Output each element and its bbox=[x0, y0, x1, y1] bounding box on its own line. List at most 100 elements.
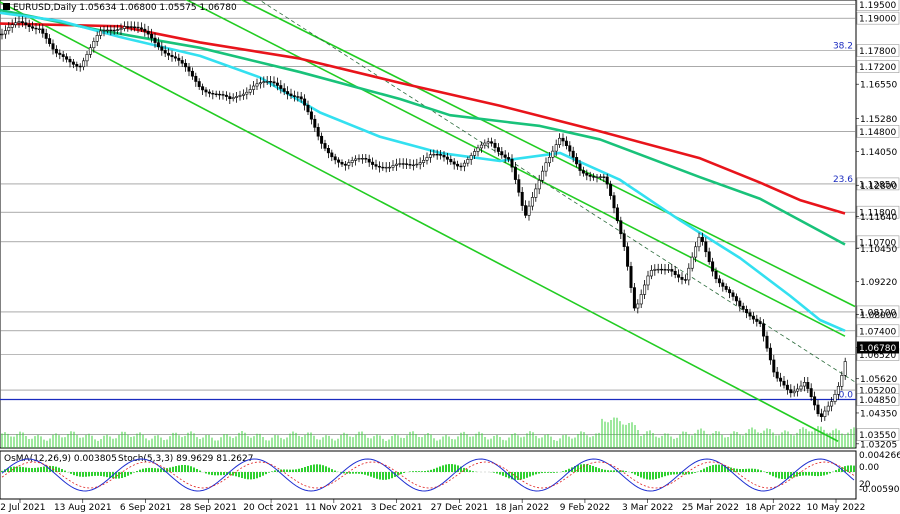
candle-body bbox=[265, 81, 269, 83]
candle-body bbox=[575, 157, 579, 165]
osma-bar bbox=[373, 472, 375, 478]
level-label-4: 1.14800 bbox=[859, 128, 896, 138]
osma-bar bbox=[127, 472, 129, 476]
osma-bar bbox=[610, 470, 612, 472]
osma-bar bbox=[334, 470, 336, 472]
osma-bar bbox=[445, 464, 447, 472]
level-box-8 bbox=[856, 305, 900, 319]
y-tick-label-10: 1.04350 bbox=[860, 409, 897, 419]
osma-bar bbox=[325, 466, 327, 472]
level-box-13 bbox=[856, 428, 900, 441]
candle-body bbox=[44, 33, 48, 39]
osma-bar bbox=[715, 464, 717, 472]
osma-bar bbox=[694, 472, 696, 473]
osma-bar bbox=[544, 472, 546, 473]
osma-bar bbox=[622, 470, 624, 472]
candle-body bbox=[789, 389, 793, 394]
osma-bar bbox=[592, 465, 594, 472]
candle-body bbox=[245, 91, 249, 95]
candle-body bbox=[680, 277, 684, 280]
osma-bar bbox=[685, 472, 687, 475]
candle-body bbox=[700, 236, 704, 242]
candle-body bbox=[459, 165, 463, 168]
osma-bar bbox=[502, 472, 504, 476]
osma-bar bbox=[556, 472, 558, 473]
osma-bar bbox=[244, 472, 246, 479]
candle-body bbox=[37, 28, 41, 31]
candle-body bbox=[367, 158, 371, 163]
candle-body bbox=[24, 22, 28, 26]
osma-bar bbox=[745, 468, 747, 472]
osma-bar bbox=[181, 464, 183, 472]
osma-bar bbox=[781, 472, 783, 479]
fib-label-1: 23.6 bbox=[833, 175, 853, 185]
x-tick-label-8: 18 Jan 2022 bbox=[495, 503, 549, 513]
candle-body bbox=[146, 31, 150, 35]
x-tick-label-5: 11 Nov 2021 bbox=[305, 503, 363, 513]
candle-body bbox=[320, 135, 324, 144]
candle-body bbox=[432, 153, 436, 156]
osma-bar bbox=[304, 467, 306, 472]
osma-bar bbox=[16, 466, 18, 472]
candle-body bbox=[537, 179, 541, 190]
candle-body bbox=[27, 24, 31, 27]
candle-body bbox=[133, 26, 137, 28]
osma-bar bbox=[751, 468, 753, 472]
osma-bar bbox=[61, 469, 63, 472]
osma-bar bbox=[835, 470, 837, 472]
candle-body bbox=[615, 207, 619, 222]
candle-body bbox=[272, 81, 276, 84]
candle-body bbox=[337, 159, 341, 163]
osma-bar bbox=[121, 472, 123, 479]
osma-bar bbox=[769, 472, 771, 475]
osma-bar bbox=[88, 472, 90, 477]
osma-bar bbox=[313, 464, 315, 472]
candle-body bbox=[343, 163, 347, 166]
osma-bar bbox=[742, 469, 744, 472]
osma-bar bbox=[289, 469, 291, 472]
osma-bar bbox=[94, 472, 96, 476]
candle-body bbox=[405, 163, 409, 165]
candle-body bbox=[408, 164, 412, 166]
candle-body bbox=[612, 195, 616, 209]
candle-body bbox=[88, 47, 92, 55]
candle-body bbox=[439, 154, 443, 156]
candle-body bbox=[391, 165, 395, 168]
osma-bar bbox=[604, 469, 606, 472]
osma-bar bbox=[412, 471, 414, 472]
candle-body bbox=[469, 155, 473, 160]
osma-bar bbox=[688, 472, 690, 475]
level-box-9 bbox=[856, 324, 900, 338]
candle-body bbox=[105, 29, 109, 32]
osma-bar bbox=[1, 470, 3, 472]
osma-bar bbox=[178, 465, 180, 472]
osma-bar bbox=[256, 472, 258, 479]
osma-bar bbox=[370, 472, 372, 477]
x-tick-label-9: 9 Feb 2022 bbox=[560, 503, 610, 513]
osma-bar bbox=[187, 465, 189, 472]
candle-body bbox=[252, 85, 256, 90]
candle-body bbox=[122, 26, 126, 29]
candle-body bbox=[653, 269, 657, 271]
osma-bar bbox=[709, 465, 711, 472]
osma-label: OsMA(12,26,9) 0.003805 bbox=[4, 454, 117, 464]
candle-body bbox=[306, 104, 310, 113]
y-tick-label-6: 1.09220 bbox=[860, 278, 897, 288]
osma-bar bbox=[613, 470, 615, 472]
osma-bar bbox=[640, 472, 642, 478]
candle-body bbox=[0, 33, 4, 36]
osma-bar bbox=[115, 472, 117, 479]
y-tick-label-3: 1.12800 bbox=[860, 182, 897, 192]
osma-bar bbox=[706, 467, 708, 472]
candle-body bbox=[150, 33, 154, 39]
candle-body bbox=[741, 305, 745, 310]
osma-bar bbox=[73, 472, 75, 476]
osma-bar bbox=[496, 472, 498, 474]
candle-body bbox=[156, 42, 160, 48]
osma-bar bbox=[79, 472, 81, 477]
candle-body bbox=[10, 24, 14, 28]
candle-body bbox=[649, 270, 653, 277]
price-panel bbox=[0, 0, 857, 449]
osma-bar bbox=[64, 470, 66, 472]
osma-bar bbox=[703, 468, 705, 472]
